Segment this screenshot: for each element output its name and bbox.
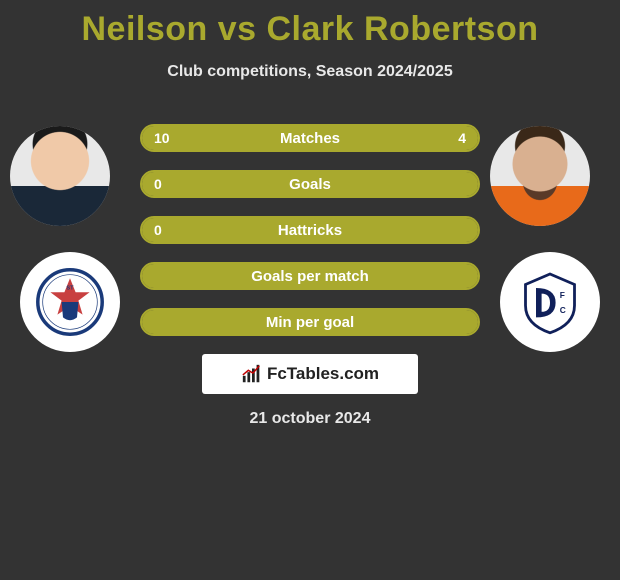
svg-text:C: C	[560, 305, 566, 315]
date-text: 21 october 2024	[0, 410, 620, 428]
club-right-badge: F C	[500, 252, 600, 352]
watermark: FcTables.com	[202, 354, 418, 394]
stat-label: Matches	[142, 126, 478, 150]
stat-label: Goals	[142, 172, 478, 196]
chart-icon	[241, 363, 263, 385]
stat-value-left: 0	[154, 172, 162, 196]
player-right-avatar	[490, 126, 590, 226]
stat-label: Goals per match	[142, 264, 478, 288]
stat-row: Goals0	[140, 170, 480, 198]
stat-row: Min per goal	[140, 308, 480, 336]
face-placeholder-icon	[490, 126, 590, 226]
stats-bars: Matches104Goals0Hattricks0Goals per matc…	[140, 124, 480, 354]
stat-label: Hattricks	[142, 218, 478, 242]
page-title: Neilson vs Clark Robertson	[0, 0, 620, 49]
stat-label: Min per goal	[142, 310, 478, 334]
stat-value-left: 0	[154, 218, 162, 242]
stat-row: Matches10 4	[140, 124, 480, 152]
face-placeholder-icon	[10, 126, 110, 226]
stat-row: Goals per match	[140, 262, 480, 290]
watermark-text: FcTables.com	[267, 364, 379, 384]
stat-value-right: 4	[458, 126, 466, 150]
subtitle: Club competitions, Season 2024/2025	[0, 63, 620, 81]
st-johnstone-crest-icon: ST	[35, 267, 105, 337]
dundee-fc-crest-icon: F C	[515, 267, 585, 337]
player-left-avatar	[10, 126, 110, 226]
stat-row: Hattricks0	[140, 216, 480, 244]
stat-value-left: 10	[154, 126, 170, 150]
svg-text:F: F	[560, 290, 565, 300]
club-left-badge: ST	[20, 252, 120, 352]
svg-text:ST: ST	[66, 285, 74, 291]
